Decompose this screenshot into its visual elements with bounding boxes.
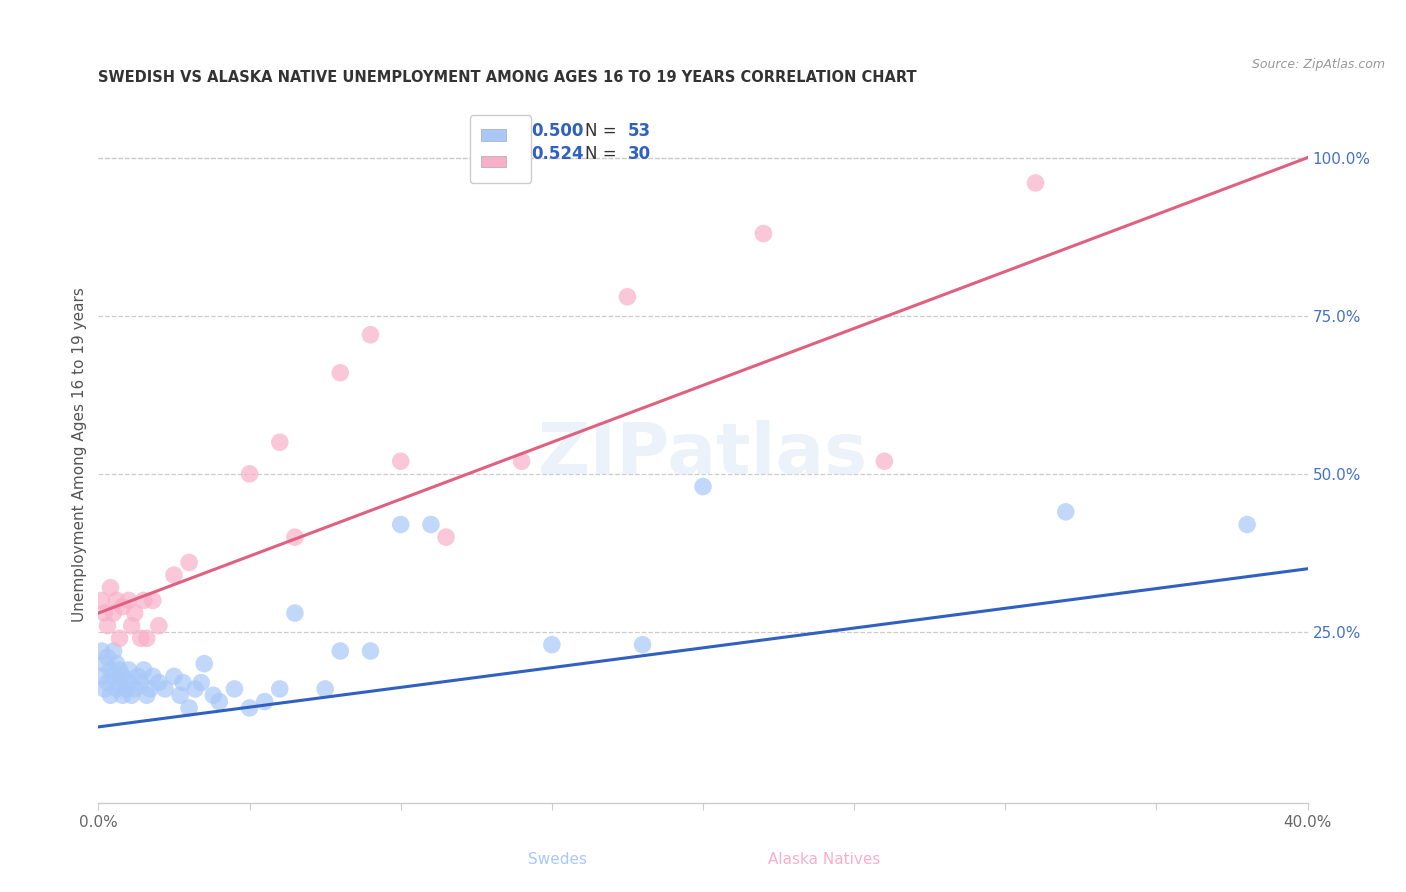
Point <box>142 669 165 683</box>
Point <box>108 663 131 677</box>
Point <box>184 681 207 696</box>
Point <box>284 530 307 544</box>
Text: N =: N = <box>585 145 621 163</box>
Point <box>105 593 128 607</box>
Y-axis label: Unemployment Among Ages 16 to 19 years: Unemployment Among Ages 16 to 19 years <box>72 287 87 623</box>
Point <box>100 581 122 595</box>
Point <box>269 681 291 696</box>
Point <box>193 657 215 671</box>
Point <box>135 632 157 646</box>
Point <box>111 599 134 614</box>
Text: Alaska Natives: Alaska Natives <box>768 852 880 866</box>
Point <box>124 681 146 696</box>
Text: Swedes: Swedes <box>529 852 588 866</box>
Point <box>163 568 186 582</box>
Point <box>96 650 118 665</box>
Point <box>139 681 162 696</box>
Point <box>96 675 118 690</box>
Point <box>540 638 562 652</box>
Point <box>148 675 170 690</box>
Point <box>329 366 352 380</box>
Point <box>389 454 412 468</box>
Point <box>118 663 141 677</box>
Point <box>111 688 134 702</box>
Text: R =: R = <box>485 145 522 163</box>
Text: 0.524: 0.524 <box>531 145 583 163</box>
Point <box>121 688 143 702</box>
Point <box>510 454 533 468</box>
Point <box>239 467 262 481</box>
Point <box>631 638 654 652</box>
Point <box>692 479 714 493</box>
Text: SWEDISH VS ALASKA NATIVE UNEMPLOYMENT AMONG AGES 16 TO 19 YEARS CORRELATION CHAR: SWEDISH VS ALASKA NATIVE UNEMPLOYMENT AM… <box>98 70 917 85</box>
Point <box>148 618 170 632</box>
Point <box>224 681 246 696</box>
Point <box>118 675 141 690</box>
Point <box>179 556 201 570</box>
Point <box>314 681 336 696</box>
Point <box>135 688 157 702</box>
Text: ZIPatlas: ZIPatlas <box>538 420 868 490</box>
Point <box>616 290 638 304</box>
Point <box>132 593 155 607</box>
Point <box>329 644 352 658</box>
Point <box>132 663 155 677</box>
Text: N =: N = <box>585 122 621 140</box>
Text: Source: ZipAtlas.com: Source: ZipAtlas.com <box>1251 58 1385 71</box>
Point <box>434 530 457 544</box>
Text: 30: 30 <box>628 145 651 163</box>
Point <box>93 681 115 696</box>
Point <box>420 517 443 532</box>
Point <box>360 644 382 658</box>
Point <box>163 669 186 683</box>
Point <box>100 688 122 702</box>
Point <box>111 669 134 683</box>
Text: 0.500: 0.500 <box>531 122 583 140</box>
Point <box>169 688 191 702</box>
Text: 53: 53 <box>628 122 651 140</box>
Point <box>90 593 112 607</box>
Point <box>360 327 382 342</box>
Point <box>1024 176 1046 190</box>
Point <box>190 675 212 690</box>
Point <box>118 593 141 607</box>
Point <box>108 632 131 646</box>
Point <box>129 632 152 646</box>
Point <box>114 681 136 696</box>
Point <box>105 657 128 671</box>
Point <box>179 701 201 715</box>
Point <box>153 681 176 696</box>
Point <box>269 435 291 450</box>
Point <box>103 644 125 658</box>
Point <box>129 675 152 690</box>
Legend: , : , <box>470 115 531 183</box>
Point <box>208 695 231 709</box>
Point <box>90 644 112 658</box>
Point <box>284 606 307 620</box>
Point <box>103 606 125 620</box>
Text: R =: R = <box>485 122 522 140</box>
Point <box>93 657 115 671</box>
Point <box>253 695 276 709</box>
Point <box>1236 517 1258 532</box>
Point <box>96 618 118 632</box>
Point <box>127 669 149 683</box>
Point <box>103 669 125 683</box>
Point <box>108 675 131 690</box>
Point <box>239 701 262 715</box>
Point <box>752 227 775 241</box>
Point <box>124 606 146 620</box>
Point <box>121 618 143 632</box>
Point <box>873 454 896 468</box>
Point <box>100 663 122 677</box>
Point <box>172 675 194 690</box>
Point <box>93 606 115 620</box>
Point <box>142 593 165 607</box>
Point <box>1054 505 1077 519</box>
Point <box>202 688 225 702</box>
Point <box>389 517 412 532</box>
Point <box>105 681 128 696</box>
Point <box>90 669 112 683</box>
